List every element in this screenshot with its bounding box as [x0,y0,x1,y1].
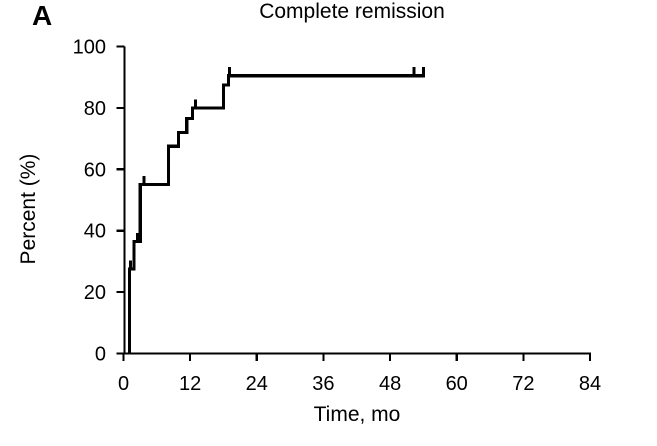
x-tick-labels: 0 12 24 36 48 60 72 84 [118,373,601,395]
y-tick-label: 60 [84,159,106,181]
x-tick-label: 60 [446,373,468,395]
axis-tick-marks [116,45,592,361]
x-tick-label: 12 [179,373,201,395]
y-axis-label: Percent (%) [17,154,40,265]
panel-label: A [32,0,52,31]
x-tick-label: 84 [579,373,601,395]
x-tick-label: 24 [246,373,268,395]
censor-tick-marks [129,67,425,271]
x-tick-label: 48 [379,373,401,395]
axis-lines [116,46,591,355]
x-axis-label: Time, mo [314,403,401,426]
km-step-curve [128,74,426,354]
axes [116,46,591,355]
x-tick-label: 72 [512,373,534,395]
chart-title: Complete remission [259,0,445,23]
y-tick-label: 0 [95,344,106,366]
y-tick-label: 100 [73,37,106,59]
y-tick-labels: 0 20 40 60 80 100 [73,37,106,366]
y-tick-label: 20 [84,282,106,304]
y-tick-label: 80 [84,98,106,120]
x-tick-label: 0 [118,373,129,395]
x-tick-label: 36 [312,373,334,395]
y-tick-label: 40 [84,221,106,243]
tick-lines [116,45,592,361]
